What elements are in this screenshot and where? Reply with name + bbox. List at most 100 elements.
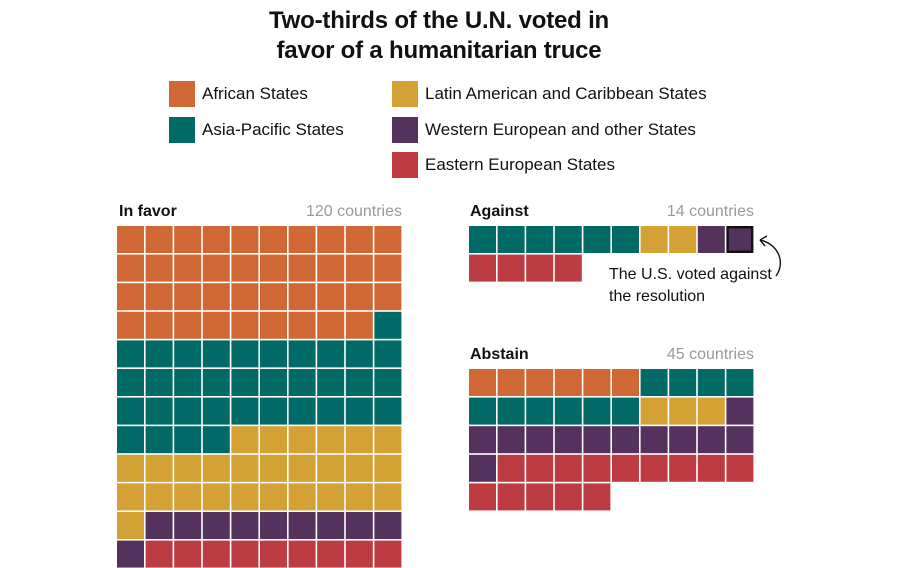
in-favor-cell-latin-american-and-caribbean-states — [202, 483, 230, 511]
abstain-cell-african-states — [583, 369, 611, 396]
abstain-count: 45 countries — [666, 346, 754, 363]
abstain-cell-eastern-european-states — [640, 454, 668, 482]
in-favor-cell-western-european-and-other-states — [345, 512, 373, 539]
in-favor-cell-asia-pacific-states — [202, 397, 230, 425]
in-favor-cell-african-states — [374, 226, 402, 253]
in-favor-cell-asia-pacific-states — [145, 397, 173, 425]
in-favor-cell-western-european-and-other-states — [202, 512, 230, 539]
legend-label-latin-american: Latin American and Caribbean States — [425, 84, 707, 103]
in-favor-cell-african-states — [202, 311, 230, 339]
legend-label-african: African States — [202, 84, 308, 103]
in-favor-cell-latin-american-and-caribbean-states — [345, 454, 373, 482]
in-favor-count: 120 countries — [305, 203, 402, 220]
in-favor-cell-asia-pacific-states — [288, 369, 316, 396]
abstain-cell-western-european-and-other-states — [469, 426, 496, 454]
in-favor-cell-eastern-european-states — [374, 540, 402, 568]
in-favor-cell-african-states — [174, 283, 202, 311]
in-favor-cell-western-european-and-other-states — [231, 512, 259, 539]
in-favor-cell-african-states — [145, 254, 173, 282]
abstain-cell-western-european-and-other-states — [726, 397, 754, 425]
in-favor-cell-african-states — [202, 283, 230, 311]
legend-item-eastern-european: Eastern European States — [392, 152, 615, 178]
against-cell-western-european-and-other-states — [697, 226, 725, 253]
in-favor-cell-latin-american-and-caribbean-states — [202, 454, 230, 482]
in-favor-cell-asia-pacific-states — [260, 340, 287, 368]
in-favor-cell-eastern-european-states — [288, 540, 316, 568]
in-favor-cell-african-states — [260, 254, 287, 282]
abstain-cell-western-european-and-other-states — [612, 426, 639, 454]
in-favor-cell-asia-pacific-states — [117, 426, 144, 454]
in-favor-cell-eastern-european-states — [174, 540, 202, 568]
annotation-arrow — [759, 239, 781, 277]
abstain-cell-eastern-european-states — [583, 483, 611, 511]
in-favor-cell-african-states — [231, 254, 259, 282]
in-favor-cell-western-european-and-other-states — [288, 512, 316, 539]
in-favor-cell-african-states — [174, 226, 202, 253]
in-favor-cell-african-states — [288, 254, 316, 282]
abstain-cell-african-states — [469, 369, 496, 396]
against-cell-highlighted-us — [726, 225, 754, 253]
in-favor-cell-latin-american-and-caribbean-states — [231, 454, 259, 482]
legend-item-latin-american: Latin American and Caribbean States — [392, 81, 707, 107]
abstain-cell-western-european-and-other-states — [469, 454, 496, 482]
in-favor-cell-asia-pacific-states — [317, 369, 345, 396]
chart-title-line-2: favor of a humanitarian truce — [276, 37, 602, 64]
against-cell-latin-american-and-caribbean-states — [669, 226, 697, 253]
abstain-cell-eastern-european-states — [669, 454, 697, 482]
in-favor-cell-african-states — [117, 254, 144, 282]
in-favor-cell-eastern-european-states — [317, 540, 345, 568]
legend-label-western-european: Western European and other States — [425, 120, 696, 139]
in-favor-cell-latin-american-and-caribbean-states — [317, 426, 345, 454]
in-favor-cell-asia-pacific-states — [231, 397, 259, 425]
abstain-cell-asia-pacific-states — [469, 397, 496, 425]
abstain-cell-african-states — [554, 369, 582, 396]
in-favor-cell-asia-pacific-states — [174, 369, 202, 396]
in-favor-cell-asia-pacific-states — [117, 369, 144, 396]
in-favor-cell-latin-american-and-caribbean-states — [231, 483, 259, 511]
in-favor-cell-african-states — [374, 283, 402, 311]
us-vote-annotation: The U.S. voted against the resolution — [609, 264, 772, 308]
in-favor-cell-african-states — [231, 311, 259, 339]
in-favor-cell-african-states — [202, 254, 230, 282]
abstain-cell-western-european-and-other-states — [669, 426, 697, 454]
in-favor-cell-asia-pacific-states — [317, 340, 345, 368]
in-favor-cell-asia-pacific-states — [231, 369, 259, 396]
in-favor-cell-asia-pacific-states — [374, 369, 402, 396]
abstain-cell-western-european-and-other-states — [526, 426, 554, 454]
in-favor-cell-asia-pacific-states — [260, 369, 287, 396]
legend-swatch-western-european — [392, 117, 418, 143]
in-favor-cell-latin-american-and-caribbean-states — [260, 483, 287, 511]
in-favor-cell-asia-pacific-states — [202, 369, 230, 396]
in-favor-cell-latin-american-and-caribbean-states — [174, 483, 202, 511]
in-favor-cell-african-states — [345, 254, 373, 282]
abstain-cell-western-european-and-other-states — [726, 426, 754, 454]
abstain-cell-asia-pacific-states — [583, 397, 611, 425]
in-favor-cell-african-states — [231, 283, 259, 311]
in-favor-cell-african-states — [202, 226, 230, 253]
in-favor-cell-latin-american-and-caribbean-states — [345, 426, 373, 454]
abstain-cell-eastern-european-states — [697, 454, 725, 482]
in-favor-cell-asia-pacific-states — [174, 397, 202, 425]
in-favor-cell-african-states — [317, 283, 345, 311]
in-favor-cell-african-states — [260, 311, 287, 339]
in-favor-cell-latin-american-and-caribbean-states — [174, 454, 202, 482]
in-favor-cell-latin-american-and-caribbean-states — [260, 454, 287, 482]
in-favor-cell-eastern-european-states — [231, 540, 259, 568]
abstain-cell-asia-pacific-states — [526, 397, 554, 425]
in-favor-cell-asia-pacific-states — [117, 340, 144, 368]
in-favor-cell-latin-american-and-caribbean-states — [117, 483, 144, 511]
in-favor-cell-latin-american-and-caribbean-states — [288, 426, 316, 454]
against-cell-asia-pacific-states — [583, 226, 611, 253]
abstain-cell-western-european-and-other-states — [554, 426, 582, 454]
in-favor-cell-latin-american-and-caribbean-states — [145, 454, 173, 482]
in-favor-cell-eastern-european-states — [345, 540, 373, 568]
abstain-cell-eastern-european-states — [526, 483, 554, 511]
in-favor-cell-asia-pacific-states — [145, 340, 173, 368]
legend-label-eastern-european: Eastern European States — [425, 155, 615, 174]
abstain-cell-african-states — [497, 369, 525, 396]
abstain-cell-asia-pacific-states — [554, 397, 582, 425]
abstain-cell-western-european-and-other-states — [583, 426, 611, 454]
in-favor-cell-asia-pacific-states — [202, 340, 230, 368]
against-cell-asia-pacific-states — [554, 226, 582, 253]
